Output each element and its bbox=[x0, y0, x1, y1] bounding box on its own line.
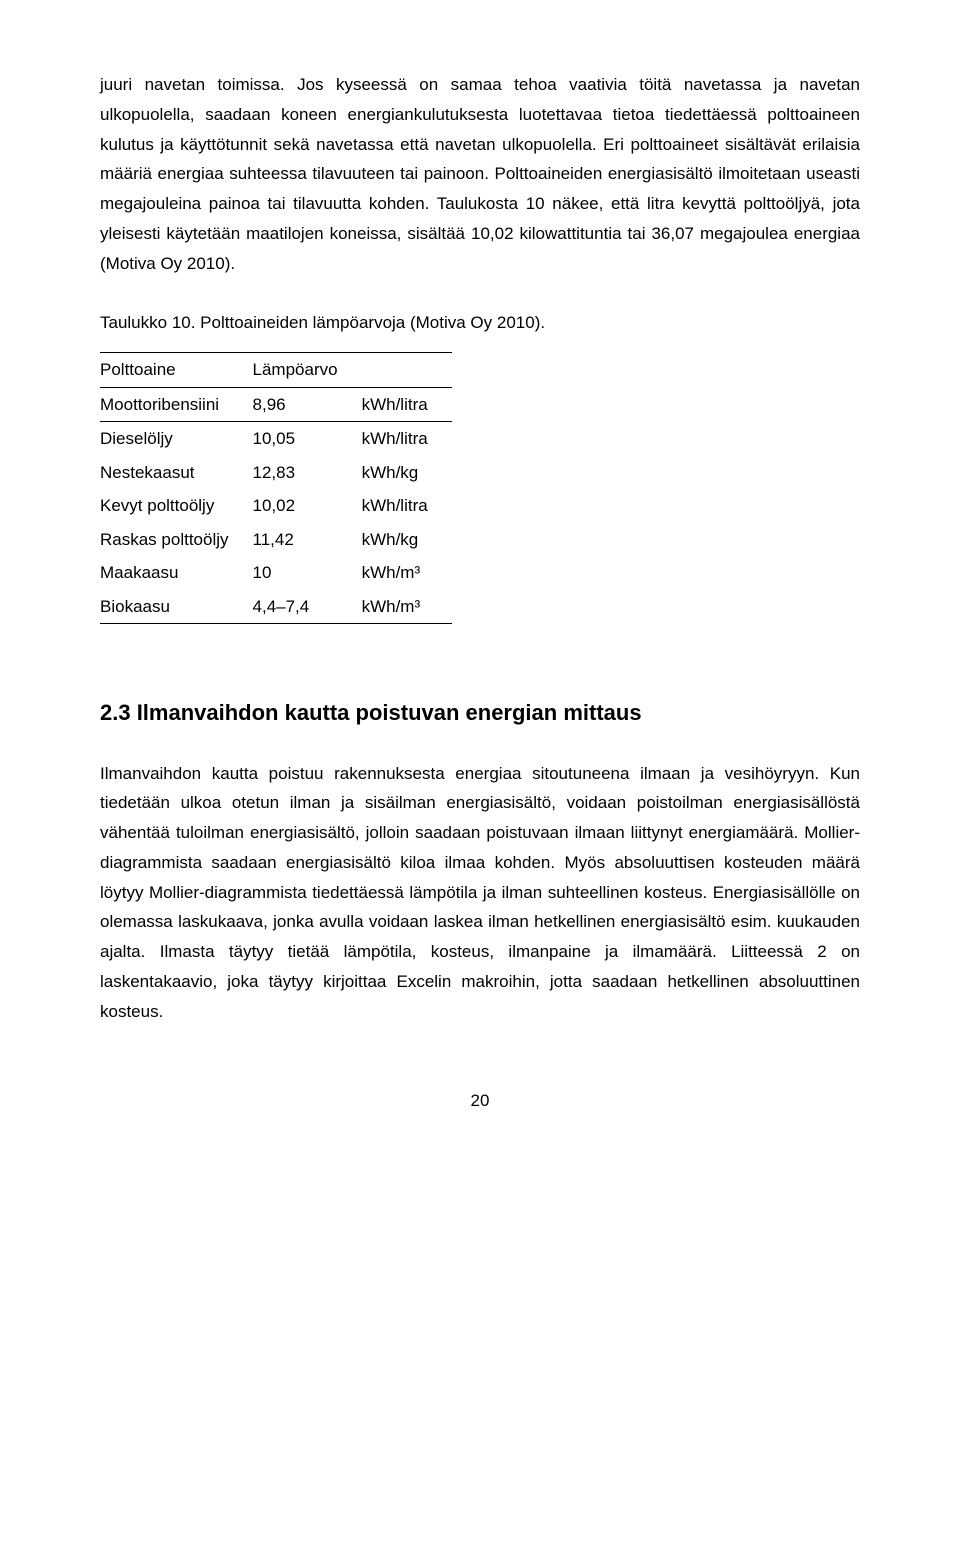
cell-value: 4,4–7,4 bbox=[253, 590, 362, 624]
table-row: Maakaasu 10 kWh/m³ bbox=[100, 556, 452, 590]
fuel-heating-value-table: Polttoaine Lämpöarvo Moottoribensiini 8,… bbox=[100, 352, 452, 624]
cell-value: 12,83 bbox=[253, 456, 362, 490]
cell-unit: kWh/m³ bbox=[362, 556, 452, 590]
table-row: Biokaasu 4,4–7,4 kWh/m³ bbox=[100, 590, 452, 624]
table-row: Dieselöljy 10,05 kWh/litra bbox=[100, 422, 452, 456]
cell-unit: kWh/litra bbox=[362, 422, 452, 456]
cell-value: 8,96 bbox=[253, 387, 362, 422]
cell-value: 10,02 bbox=[253, 489, 362, 523]
table-row: Raskas polttoöljy 11,42 kWh/kg bbox=[100, 523, 452, 557]
body-paragraph-1: juuri navetan toimissa. Jos kyseessä on … bbox=[100, 70, 860, 278]
cell-fuel: Raskas polttoöljy bbox=[100, 523, 253, 557]
cell-value: 10 bbox=[253, 556, 362, 590]
cell-fuel: Moottoribensiini bbox=[100, 387, 253, 422]
cell-fuel: Biokaasu bbox=[100, 590, 253, 624]
cell-fuel: Kevyt polttoöljy bbox=[100, 489, 253, 523]
cell-value: 10,05 bbox=[253, 422, 362, 456]
col-fuel: Polttoaine bbox=[100, 353, 253, 388]
table-row: Kevyt polttoöljy 10,02 kWh/litra bbox=[100, 489, 452, 523]
table-row: Nestekaasut 12,83 kWh/kg bbox=[100, 456, 452, 490]
cell-fuel: Nestekaasut bbox=[100, 456, 253, 490]
col-unit bbox=[362, 353, 452, 388]
cell-unit: kWh/m³ bbox=[362, 590, 452, 624]
cell-value: 11,42 bbox=[253, 523, 362, 557]
section-heading-2-3: 2.3 Ilmanvaihdon kautta poistuvan energi… bbox=[100, 694, 860, 733]
cell-unit: kWh/kg bbox=[362, 523, 452, 557]
table-row: Moottoribensiini 8,96 kWh/litra bbox=[100, 387, 452, 422]
body-paragraph-2: Ilmanvaihdon kautta poistuu rakennuksest… bbox=[100, 759, 860, 1027]
cell-unit: kWh/litra bbox=[362, 489, 452, 523]
cell-unit: kWh/kg bbox=[362, 456, 452, 490]
table-caption: Taulukko 10. Polttoaineiden lämpöarvoja … bbox=[100, 308, 860, 338]
table-header-row: Polttoaine Lämpöarvo bbox=[100, 353, 452, 388]
cell-unit: kWh/litra bbox=[362, 387, 452, 422]
col-heating-value: Lämpöarvo bbox=[253, 353, 362, 388]
cell-fuel: Dieselöljy bbox=[100, 422, 253, 456]
cell-fuel: Maakaasu bbox=[100, 556, 253, 590]
page-number: 20 bbox=[100, 1086, 860, 1116]
